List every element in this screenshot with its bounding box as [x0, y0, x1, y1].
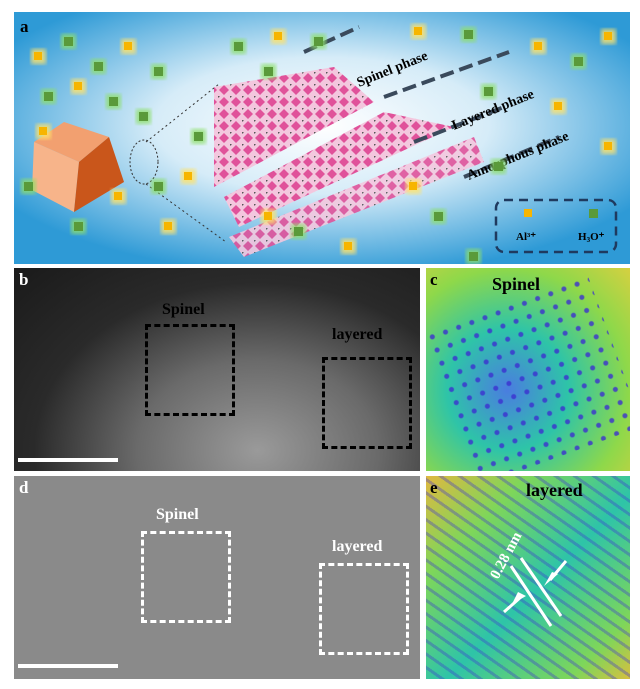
cube-particle — [32, 122, 124, 212]
h3o-ion — [234, 42, 243, 51]
layered-lattice — [224, 112, 454, 227]
al-ion — [604, 32, 612, 40]
al-ion — [184, 172, 192, 180]
spinel-region-box — [141, 531, 231, 623]
al-ion — [39, 127, 47, 135]
h3o-ion — [139, 112, 148, 121]
lattice-spacing-annotation: 0.28 nm — [487, 529, 568, 627]
h3o-ion — [434, 212, 443, 221]
h3o-ion — [294, 227, 303, 236]
spinel-box-label: Spinel — [162, 301, 205, 318]
h3o-ion — [64, 37, 73, 46]
panel-label-a: a — [20, 17, 29, 36]
al-ion — [74, 82, 82, 90]
legend-al: Al³⁺ — [516, 231, 536, 243]
al-ion — [274, 32, 282, 40]
h3o-ion — [74, 222, 83, 231]
panel-b-tem-image: b Spinel layered — [14, 268, 420, 471]
al-ion — [604, 142, 612, 150]
panel-label-d: d — [19, 478, 29, 497]
al-ion — [414, 27, 422, 35]
legend-box — [494, 198, 618, 254]
h3o-ion — [484, 87, 493, 96]
al-ion — [534, 42, 542, 50]
spinel-region-box — [145, 324, 235, 416]
h3o-ion — [154, 182, 163, 191]
al-ion — [34, 52, 42, 60]
h3o-ion — [469, 252, 478, 261]
layered-region-box — [319, 563, 409, 655]
spinel-title: Spinel — [492, 274, 541, 294]
panel-e-layered-fft: e layered 0.28 nm — [426, 476, 630, 679]
panel-label-c: c — [430, 270, 438, 289]
h3o-ion — [314, 37, 323, 46]
layered-box-label: layered — [332, 326, 383, 343]
h3o-ion — [194, 132, 203, 141]
ion-markers — [21, 24, 616, 264]
h3o-ion — [574, 57, 583, 66]
panel-c-spinel-fft: c Spinel — [426, 268, 630, 471]
al-ion — [114, 192, 122, 200]
h3o-ion — [109, 97, 118, 106]
spacing-label: 0.28 nm — [487, 529, 525, 582]
panel-label-e: e — [430, 478, 438, 497]
al-ion — [164, 222, 172, 230]
layered-region-box — [322, 357, 412, 449]
h3o-ion — [24, 182, 33, 191]
h3o-ion — [44, 92, 53, 101]
spinel-box-label: Spinel — [156, 506, 199, 523]
h3o-ion — [264, 67, 273, 76]
panel-a-schematic: a Spinel phase Layered phase Amorphous p… — [14, 12, 630, 264]
schematic-illustration: a Spinel phase Layered phase Amorphous p… — [14, 12, 630, 264]
h3o-ion — [154, 67, 163, 76]
al-ion — [409, 182, 417, 190]
panel-d-tem-image: d Spinel layered — [14, 476, 420, 679]
h3o-ion — [94, 62, 103, 71]
panel-label-b: b — [19, 270, 29, 289]
h3o-ion — [464, 30, 473, 39]
al-ion — [264, 212, 272, 220]
scale-bar — [18, 458, 118, 462]
legend-h3o: H3O⁺ — [578, 231, 605, 244]
al-ion — [124, 42, 132, 50]
layered-box-label: layered — [332, 538, 383, 555]
scale-bar — [18, 664, 118, 668]
h3o-ion-swatch — [589, 209, 598, 218]
al-ion-swatch — [524, 209, 532, 217]
h3o-ion — [494, 162, 503, 171]
al-ion — [554, 102, 562, 110]
al-ion — [344, 242, 352, 250]
layered-title: layered — [526, 480, 583, 500]
spinel-lattice — [214, 67, 374, 187]
